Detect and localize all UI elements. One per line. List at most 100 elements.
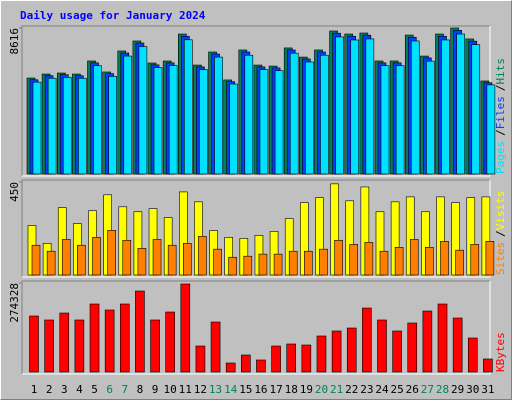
x-tick-label: 13 [209, 383, 222, 396]
bar [288, 250, 298, 276]
panel-bevel [21, 179, 490, 277]
bar [104, 309, 115, 373]
x-tick-label: 24 [375, 383, 389, 396]
bar [380, 65, 390, 175]
bar [395, 65, 405, 175]
bar [228, 256, 237, 276]
bar [364, 242, 374, 276]
bar [437, 303, 448, 373]
panel-bevel [22, 26, 491, 177]
bar [422, 310, 433, 373]
bar [89, 303, 100, 373]
legend-entry: Hits [494, 58, 507, 85]
legend-entry: Sites [494, 242, 507, 275]
x-tick-label: 31 [481, 383, 494, 396]
legend-entry: Pages [494, 141, 507, 174]
x-tick-label: 11 [179, 383, 192, 396]
y-tick-label: 8616 [8, 28, 21, 55]
bar [271, 345, 281, 373]
bar [289, 52, 299, 175]
legend-separator: / [494, 85, 507, 92]
bar [455, 249, 464, 276]
bar [456, 33, 465, 175]
bar [452, 317, 463, 373]
bar [199, 69, 208, 175]
bar [334, 239, 343, 276]
bar [331, 330, 342, 373]
bar [258, 253, 268, 276]
bar [350, 39, 360, 175]
bar [153, 67, 163, 175]
legend: Pages/Files/Hits [494, 58, 507, 174]
bar [107, 230, 116, 276]
bar [29, 315, 39, 373]
x-tick-label: 6 [106, 383, 113, 396]
x-tick-label: 22 [345, 383, 358, 396]
bar [135, 290, 145, 373]
x-tick-label: 16 [254, 383, 267, 396]
bar [379, 250, 389, 276]
x-tick-label: 7 [121, 383, 128, 396]
bar [46, 250, 56, 276]
bar [471, 44, 481, 175]
legend: Sites /Visits [494, 191, 507, 276]
x-tick-label: 26 [406, 383, 419, 396]
bar [74, 319, 85, 373]
bar [32, 81, 42, 175]
x-tick-label: 18 [285, 383, 298, 396]
bar [301, 344, 312, 373]
bar [183, 243, 192, 276]
bar [426, 60, 435, 175]
bar [470, 244, 480, 276]
x-tick-label: 27 [421, 383, 434, 396]
x-tick-label: 21 [330, 383, 343, 396]
x-tick-label: 19 [300, 383, 313, 396]
x-tick-label: 15 [239, 383, 252, 396]
bar [184, 39, 193, 175]
legend-entry: Visits [494, 191, 507, 231]
x-tick-label: 2 [46, 383, 53, 396]
bar [225, 362, 236, 373]
legend-separator: / [494, 230, 507, 237]
bar [61, 239, 71, 276]
bar [31, 244, 41, 276]
bar [119, 303, 130, 373]
x-tick-label: 8 [137, 383, 144, 396]
bar [165, 311, 175, 373]
bar [180, 283, 191, 373]
x-tick-label: 20 [315, 383, 328, 396]
bar [93, 65, 102, 175]
x-tick-label: 5 [91, 383, 98, 396]
bar [123, 55, 133, 175]
bar [150, 319, 160, 373]
bar [440, 241, 449, 276]
bar [78, 77, 87, 175]
bar [243, 255, 253, 276]
bar [168, 65, 178, 175]
x-tick-label: 9 [152, 383, 159, 396]
bar [485, 241, 495, 276]
legend-separator: / [494, 129, 507, 136]
x-tick-label: 10 [164, 383, 177, 396]
bar [210, 321, 221, 373]
x-tick-label: 29 [451, 383, 464, 396]
x-tick-label: 12 [194, 383, 207, 396]
bar [213, 248, 222, 276]
y-tick-label: 450 [8, 182, 21, 202]
bar [410, 40, 420, 175]
bar [92, 237, 101, 276]
bar [152, 239, 162, 276]
panel-bevel [22, 281, 491, 375]
bar [304, 250, 313, 276]
bar [483, 358, 493, 373]
bar [274, 70, 284, 175]
bar [47, 77, 57, 175]
legend-entry: Files [494, 96, 507, 129]
bar [195, 345, 206, 373]
bar [241, 354, 251, 373]
bar [319, 248, 328, 276]
bar [138, 46, 148, 175]
bar [346, 327, 357, 373]
x-tick-label: 28 [436, 383, 449, 396]
chart-title: Daily usage for January 2024 [20, 9, 206, 22]
